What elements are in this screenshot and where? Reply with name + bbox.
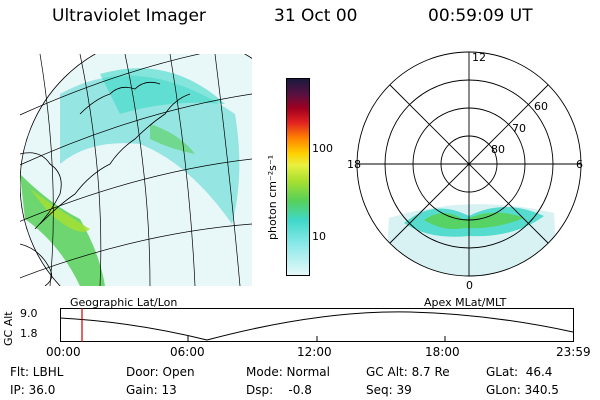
lat-line <box>20 158 252 222</box>
mlt-line-diag <box>389 84 549 244</box>
lat-line <box>20 223 252 279</box>
colorbar-tick-100: 100 <box>312 142 333 155</box>
lon-line <box>169 54 196 286</box>
timeline-ytick-1: 1.8 <box>20 327 38 340</box>
info-seq: Seq: 39 <box>366 383 412 397</box>
polar-plot: 12 18 6 0 60 70 80 <box>347 51 583 292</box>
polar-panel-label: Apex MLat/MLT <box>424 296 507 309</box>
timeline-ytick-9: 9.0 <box>20 307 38 320</box>
colorbar-unit-label: photon cm⁻²s⁻¹ <box>266 154 279 240</box>
timeline-xtick-1200: 12:00 <box>297 345 332 359</box>
info-ip: IP: 36.0 <box>10 383 56 397</box>
info-glat: GLat: 46.4 <box>486 365 553 379</box>
lon-line <box>124 54 151 286</box>
aurora-region-north <box>60 75 240 224</box>
coastline-3 <box>20 152 62 230</box>
mlt-label-12: 12 <box>472 51 486 64</box>
colorbar <box>286 78 310 276</box>
date-label: 31 Oct 00 <box>274 6 358 26</box>
info-door: Door: Open <box>126 365 195 379</box>
lat-label-80: 80 <box>491 143 505 156</box>
timeline-xtick-2359: 23:59 <box>556 345 591 359</box>
aurora-core-north <box>100 68 225 114</box>
timeline-xtick-0000: 00:00 <box>46 345 81 359</box>
info-gcalt: GC Alt: 8.7 Re <box>366 365 450 379</box>
timeline-axis-label: GC Alt <box>2 311 15 346</box>
lon-line <box>214 54 241 286</box>
mlt-label-0: 0 <box>466 279 473 292</box>
info-glon: GLon: 340.5 <box>486 383 559 397</box>
lat-label-70: 70 <box>512 122 526 135</box>
coastline-4 <box>20 243 53 286</box>
info-mode: Mode: Normal <box>246 365 330 379</box>
lon-line <box>39 54 54 286</box>
timeline-xtick-0600: 06:00 <box>170 345 205 359</box>
coastline-2 <box>79 81 161 115</box>
lon-line <box>79 54 102 286</box>
geographic-image-panel <box>20 54 252 286</box>
info-dsp: Dsp: -0.8 <box>246 383 312 397</box>
mlt-label-18: 18 <box>347 158 361 171</box>
aurora-patch <box>150 124 195 154</box>
altitude-curve <box>60 311 574 341</box>
lat-line <box>20 93 252 166</box>
info-flt: Flt: LBHL <box>10 365 64 379</box>
mlt-label-6: 6 <box>576 158 583 171</box>
timeline-plot <box>60 308 574 342</box>
info-gain: Gain: 13 <box>126 383 177 397</box>
aurora-bright-spot <box>30 189 90 232</box>
timeline-xtick-1800: 18:00 <box>425 345 460 359</box>
lat-label-60: 60 <box>534 100 548 113</box>
lat-line <box>20 54 201 116</box>
time-label: 00:59:09 UT <box>428 6 533 26</box>
app-title: Ultraviolet Imager <box>52 6 206 26</box>
colorbar-tick-10: 10 <box>312 230 326 243</box>
geo-panel-label: Geographic Lat/Lon <box>70 296 178 309</box>
